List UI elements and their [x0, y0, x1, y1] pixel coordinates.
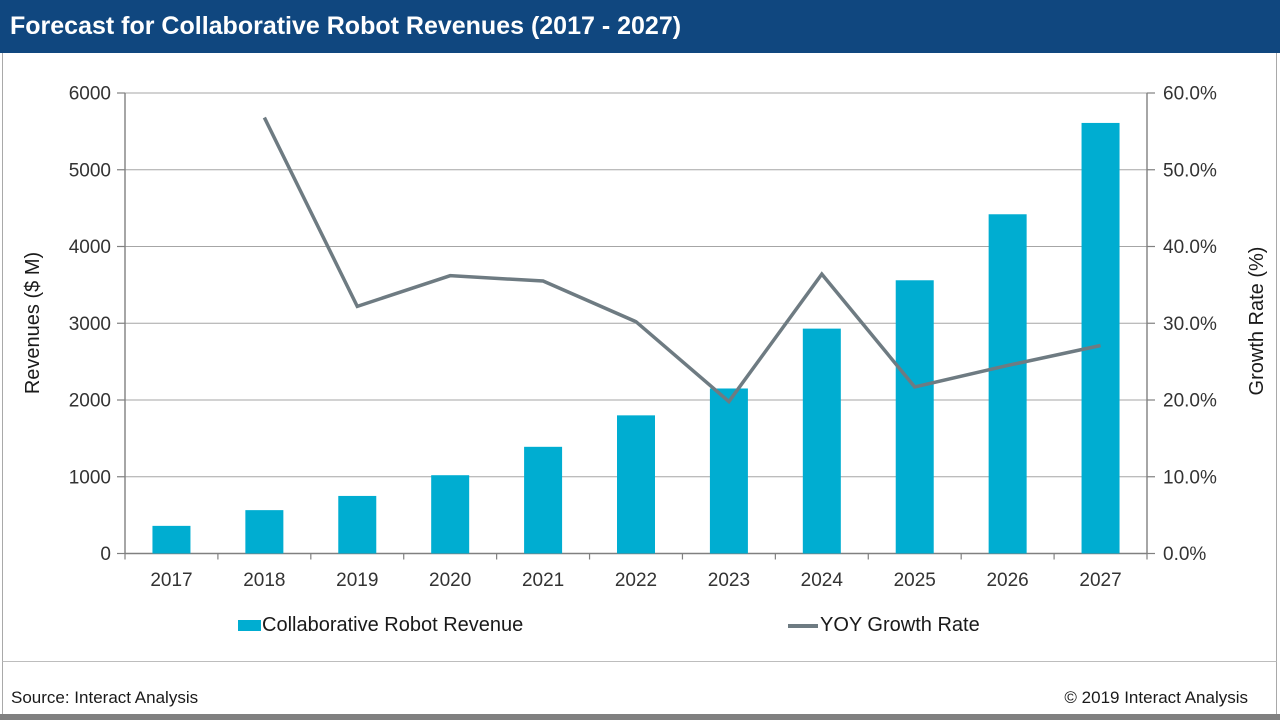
bar-2023 — [709, 388, 748, 554]
left-axis-title: Revenues ($ M) — [22, 252, 44, 394]
x-axis-category-label: 2022 — [615, 570, 657, 591]
x-axis-category-label: 2019 — [336, 570, 378, 591]
bar-2022 — [617, 415, 655, 554]
left-axis-tick-label: 4000 — [69, 237, 111, 258]
bar-2017 — [152, 525, 191, 554]
right-axis-tick-label: 50.0% — [1163, 160, 1217, 181]
revenue-growth-chart: 6000 60.0% 5000 50.0% 4000 40.0% 3000 30.0% 2000… — [22, 84, 1268, 592]
left-axis-tick-label: 2000 — [69, 391, 111, 412]
x-axis-category-label: 2025 — [894, 570, 936, 591]
bar-2020 — [431, 475, 470, 554]
left-axis-tick-label: 5000 — [69, 160, 111, 181]
growth-line-swatch-icon — [788, 623, 818, 628]
footer: Source: Interact Analysis © 2019 Interac… — [2, 661, 1277, 714]
right-axis-title: Growth Rate (%) — [1246, 247, 1268, 396]
bar-2018 — [245, 510, 284, 554]
right-axis-tick-label: 10.0% — [1163, 467, 1217, 488]
left-axis-tick-label: 3000 — [69, 314, 111, 335]
page-body: 6000 60.0% 5000 50.0% 4000 40.0% 3000 30.0% 2000… — [0, 53, 1280, 714]
x-axis-category-label: 2023 — [708, 570, 750, 591]
x-axis-category-label: 2027 — [1079, 570, 1121, 591]
left-axis-tick-label: 1000 — [69, 467, 111, 488]
bar-2019 — [338, 495, 377, 554]
legend-label-growth: YOY Growth Rate — [820, 614, 980, 636]
revenue-bar-swatch-icon — [238, 620, 261, 631]
legend-item-revenue: Collaborative Robot Revenue — [238, 614, 523, 637]
right-axis-tick-label: 0.0% — [1163, 544, 1206, 565]
page-title: Forecast for Collaborative Robot Revenue… — [10, 12, 682, 40]
left-axis-tick-label: 0 — [100, 544, 111, 565]
bar-2027 — [1081, 122, 1120, 554]
right-axis-tick-label: 40.0% — [1163, 237, 1217, 258]
x-axis-category-label: 2021 — [522, 570, 564, 591]
legend-label-revenue: Collaborative Robot Revenue — [262, 614, 524, 636]
legend-item-growth: YOY Growth Rate — [788, 614, 980, 637]
right-axis-tick-label: 60.0% — [1163, 84, 1217, 105]
bottom-strip — [0, 714, 1280, 720]
x-axis-category-label: 2018 — [243, 570, 285, 591]
x-axis-category-label: 2020 — [429, 570, 471, 591]
bar-2021 — [524, 446, 563, 554]
copyright-text: © 2019 Interact Analysis — [1064, 688, 1248, 707]
x-axis-category-label: 2026 — [986, 570, 1028, 591]
bar-2024 — [802, 328, 841, 554]
x-axis-category-label: 2017 — [150, 570, 192, 591]
yoy-growth-line — [262, 116, 1101, 405]
x-axis-category-label: 2024 — [801, 570, 844, 591]
app-header: Forecast for Collaborative Robot Revenue… — [0, 0, 1280, 53]
left-axis-tick-label: 6000 — [69, 84, 111, 105]
right-axis-tick-label: 20.0% — [1163, 391, 1217, 412]
chart-area: 6000 60.0% 5000 50.0% 4000 40.0% 3000 30.0% 2000… — [2, 53, 1277, 661]
source-text: Source: Interact Analysis — [11, 688, 199, 707]
bar-2026 — [988, 214, 1027, 554]
right-axis-tick-label: 30.0% — [1163, 314, 1217, 335]
chart-legend: Collaborative Robot Revenue YOY Growth R… — [3, 614, 1276, 644]
bar-2025 — [895, 280, 934, 554]
